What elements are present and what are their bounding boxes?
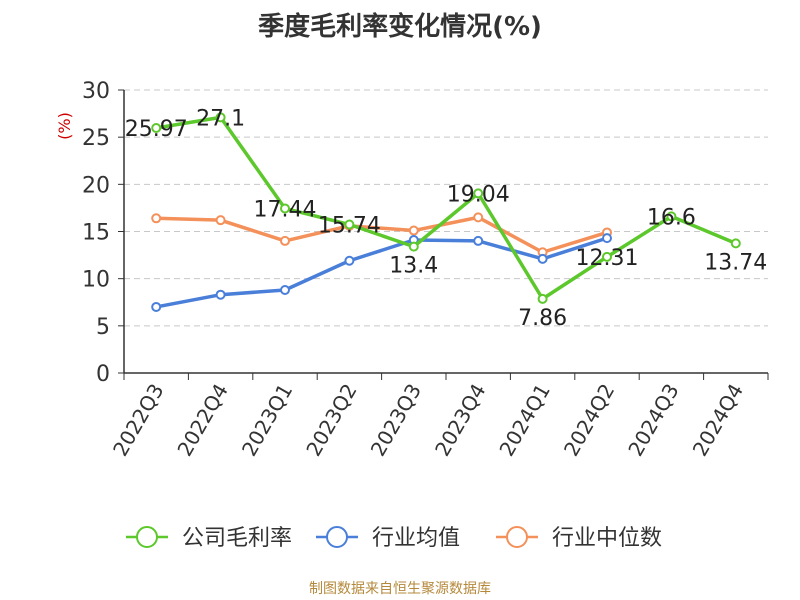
legend-item: 行业中位数 — [496, 526, 662, 551]
y-tick-label: 25 — [82, 126, 110, 151]
data-point — [473, 212, 484, 223]
data-point — [730, 238, 741, 249]
data-point — [537, 253, 548, 264]
data-point — [408, 225, 419, 236]
x-tick-label: 2024Q3 — [623, 380, 683, 461]
data-point — [602, 251, 612, 262]
data-point — [280, 235, 290, 246]
data-point — [344, 219, 355, 230]
x-tick-label: 2024Q2 — [559, 380, 619, 461]
y-tick-label: 15 — [82, 221, 110, 246]
data-label: 15.74 — [318, 214, 381, 239]
data-point — [151, 123, 162, 134]
data-point — [215, 215, 226, 226]
y-tick-label: 10 — [82, 268, 110, 293]
chart-title: 季度毛利率变化情况(%) — [258, 12, 542, 42]
x-tick-label: 2023Q4 — [430, 380, 490, 461]
data-point — [215, 289, 226, 300]
x-tick-label: 2022Q4 — [172, 380, 232, 461]
y-tick-label: 5 — [96, 315, 110, 340]
source-note: 制图数据来自恒生聚源数据库 — [309, 581, 491, 597]
y-tick-label: 20 — [82, 173, 110, 198]
legend-item: 公司毛利率 — [126, 526, 292, 551]
legend-marker — [506, 526, 528, 548]
data-label: 19.04 — [447, 182, 510, 207]
data-point — [280, 203, 290, 214]
series-lines — [151, 112, 741, 312]
data-label: 12.31 — [576, 246, 639, 271]
data-point — [151, 213, 162, 224]
x-tick-label: 2023Q1 — [237, 380, 297, 461]
data-point — [473, 235, 484, 246]
series-line — [154, 236, 609, 309]
data-point — [344, 255, 355, 266]
data-point — [408, 241, 419, 252]
y-tick-label: 30 — [82, 79, 110, 104]
legend-item: 行业均值 — [316, 526, 460, 551]
data-label: 7.86 — [518, 306, 567, 331]
legend-marker — [136, 526, 158, 548]
legend-label: 行业中位数 — [552, 526, 662, 551]
data-point — [215, 112, 226, 123]
data-label: 27.1 — [196, 106, 245, 131]
legend: 公司毛利率 行业均值 行业中位数 — [126, 526, 662, 551]
data-label: 17.44 — [254, 197, 317, 222]
data-point — [280, 284, 290, 295]
y-tick-label: 0 — [96, 362, 110, 387]
x-tick-label: 2024Q1 — [494, 380, 554, 461]
legend-label: 行业均值 — [372, 526, 460, 551]
x-tick-label: 2023Q2 — [301, 380, 361, 461]
x-tick-label: 2022Q3 — [108, 380, 168, 461]
legend-label: 公司毛利率 — [182, 526, 292, 551]
data-label: 13.74 — [704, 250, 767, 275]
x-tick-label: 2024Q4 — [688, 380, 748, 461]
data-point — [602, 233, 612, 244]
data-label: 13.4 — [389, 254, 438, 279]
legend-marker — [326, 526, 348, 548]
data-point — [473, 188, 484, 199]
grid-lines — [124, 89, 768, 327]
series-line — [154, 215, 609, 255]
series-line — [154, 115, 738, 301]
x-tick-label: 2023Q3 — [366, 380, 426, 461]
data-point — [537, 293, 548, 304]
data-point — [666, 211, 677, 222]
data-label: 25.97 — [125, 117, 188, 142]
y-axis-label: (%) — [55, 112, 74, 140]
data-label: 16.6 — [647, 205, 696, 230]
data-point — [151, 301, 162, 312]
